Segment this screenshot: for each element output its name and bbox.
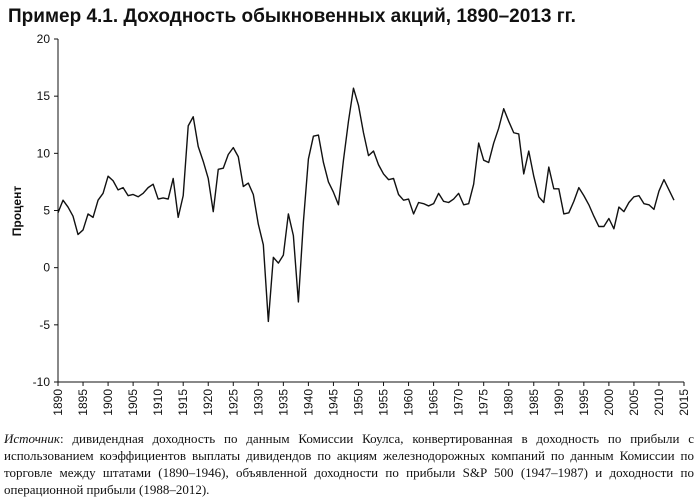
y-tick-label: 10 [37,146,51,160]
x-tick-label: 1945 [326,389,340,416]
x-tick-label: 1910 [151,389,165,416]
y-tick-label: 0 [43,261,50,275]
data-line [57,87,675,323]
x-tick-label: 1950 [351,389,365,416]
x-tick-label: 1990 [552,389,566,416]
y-tick-label: 15 [37,89,51,103]
x-tick-label: 2015 [677,389,691,416]
y-tick-label: -10 [33,375,51,389]
y-tick-label: -5 [39,318,50,332]
x-tick-label: 1995 [577,389,591,416]
x-tick-label: 1925 [226,389,240,416]
x-tick-label: 2010 [652,389,666,416]
x-tick-label: 1935 [276,389,290,416]
chart: Пример 4.1. Доходность обыкновенных акци… [8,6,691,416]
x-tick-label: 1940 [301,389,315,416]
x-tick-label: 1930 [251,389,265,416]
x-tick-label: 1970 [452,389,466,416]
source-label: Источник [4,431,60,446]
x-tick-label: 1905 [126,389,140,416]
y-tick-label: 20 [37,32,51,46]
x-tick-label: 2005 [627,389,641,416]
x-tick-label: 1980 [502,389,516,416]
x-tick-label: 1915 [176,389,190,416]
y-tick-label: 5 [43,204,50,218]
chart-title: Пример 4.1. Доходность обыкновенных акци… [8,6,576,27]
x-tick-label: 1900 [101,389,115,416]
x-tick-label: 1955 [377,389,391,416]
x-tick-label: 1895 [76,389,90,416]
source-note: Источник: дивидендная доходность по данн… [4,430,694,498]
x-tick-label: 1960 [402,389,416,416]
x-tick-label: 1975 [477,389,491,416]
x-tick-label: 1890 [51,389,65,416]
x-tick-label: 1985 [527,389,541,416]
x-tick-label: 1920 [201,389,215,416]
x-tick-label: 1965 [427,389,441,416]
x-tick-label: 2000 [602,389,616,416]
source-text: : дивидендная доходность по данным Комис… [4,431,694,497]
y-axis-label: Процент [10,186,24,237]
